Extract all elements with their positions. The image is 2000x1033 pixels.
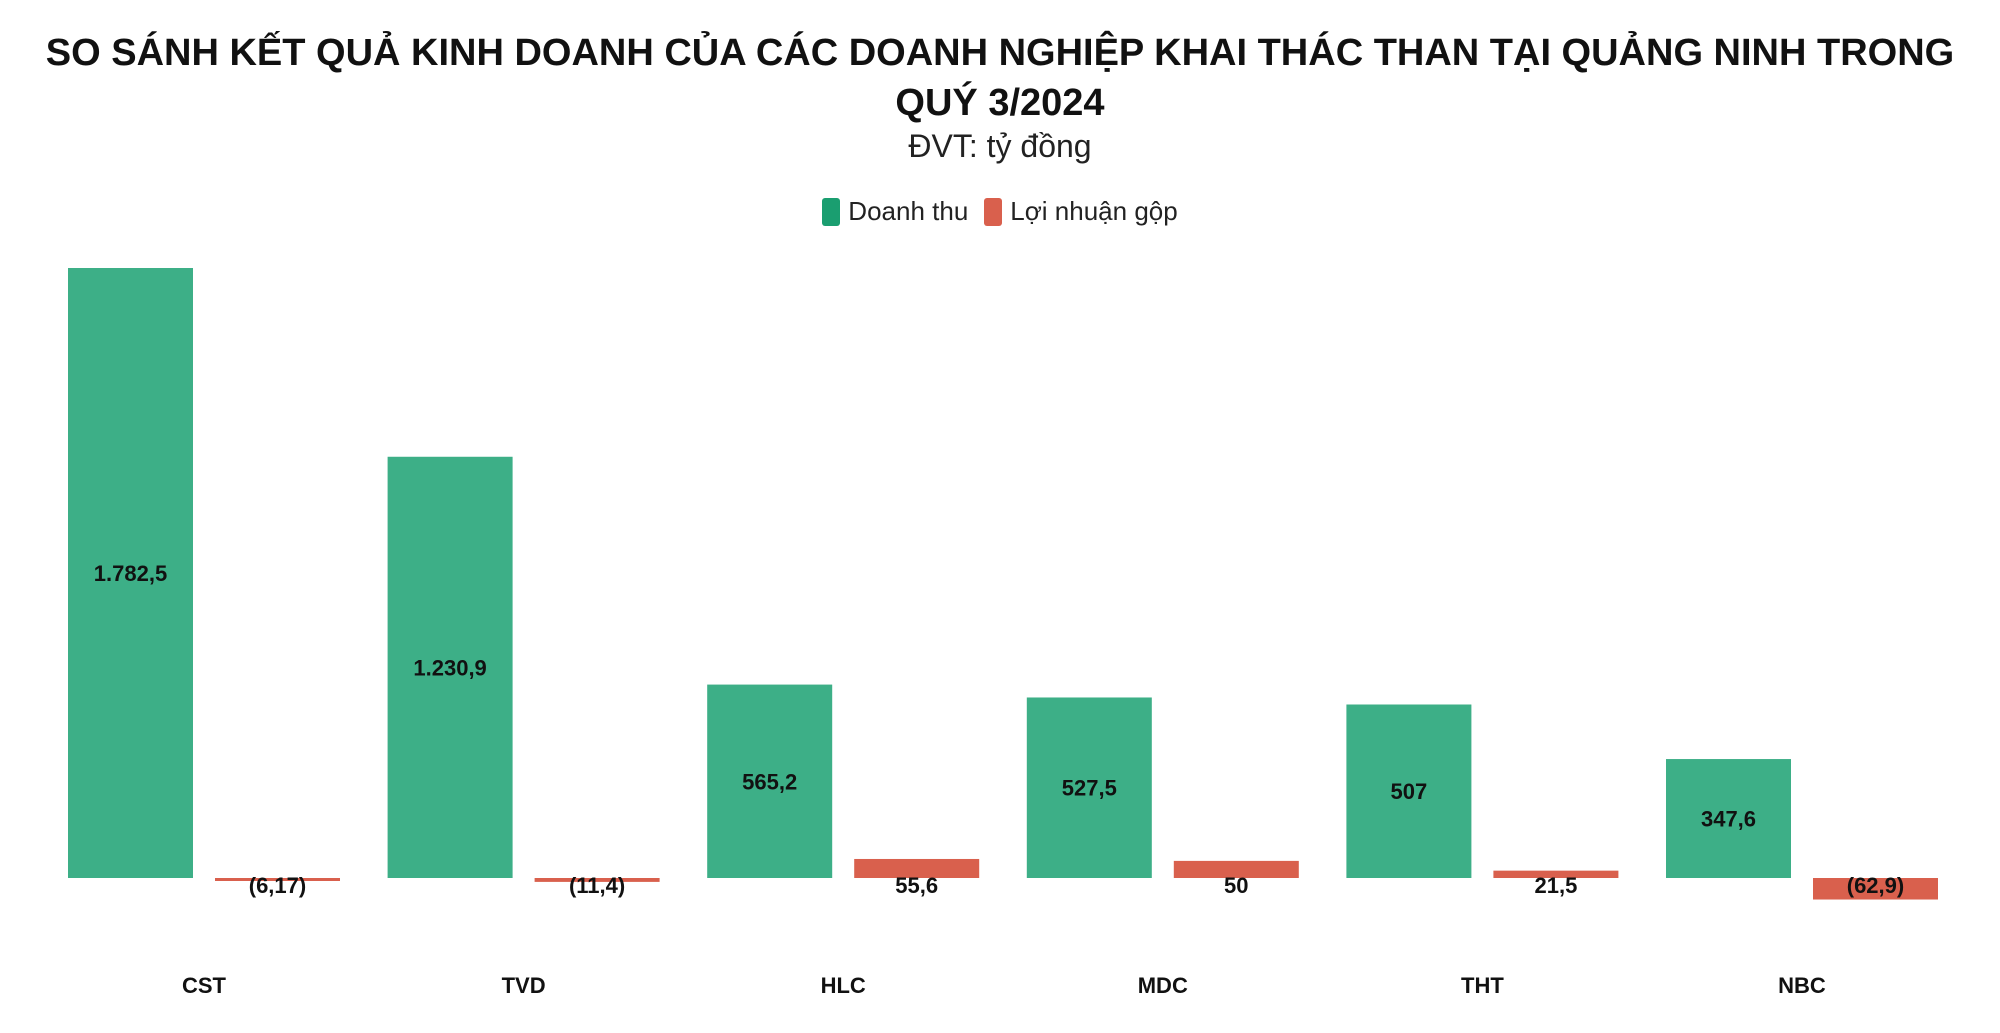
revenue-label-mdc: 527,5 bbox=[1062, 776, 1117, 801]
revenue-label-cst: 1.782,5 bbox=[94, 561, 167, 586]
gross-profit-label-cst: (6,17) bbox=[249, 873, 306, 898]
revenue-bar-cst bbox=[68, 268, 193, 878]
category-label-mdc: MDC bbox=[1138, 973, 1188, 998]
revenue-label-tvd: 1.230,9 bbox=[413, 655, 486, 680]
legend-item-revenue: Doanh thu bbox=[822, 196, 968, 227]
legend-swatch-revenue bbox=[822, 197, 841, 226]
gross-profit-label-tht: 21,5 bbox=[1534, 873, 1577, 898]
revenue-label-tht: 507 bbox=[1391, 779, 1428, 804]
chart-subtitle: ĐVT: tỷ đồng bbox=[908, 128, 1092, 164]
legend-label-gross-profit: Lợi nhuận gộp bbox=[1010, 196, 1178, 226]
chart-title: SO SÁNH KẾT QUẢ KINH DOANH CỦA CÁC DOANH… bbox=[45, 32, 1955, 124]
gross-profit-bar-hlc bbox=[854, 858, 980, 878]
legend-label-revenue: Doanh thu bbox=[848, 196, 969, 226]
gross-profit-label-tvd: (11,4) bbox=[569, 873, 625, 898]
category-label-tvd: TVD bbox=[502, 973, 546, 998]
category-label-hlc: HLC bbox=[821, 973, 866, 998]
gross-profit-bar-mdc bbox=[1173, 860, 1299, 878]
gross-profit-bar-tvd bbox=[534, 878, 660, 882]
gross-profit-bar-cst bbox=[215, 878, 340, 881]
gross-profit-label-hlc: 55,6 bbox=[895, 873, 938, 898]
legend-swatch-gross-profit bbox=[984, 197, 1003, 226]
revenue-bar-tht bbox=[1346, 704, 1472, 878]
revenue-bar-nbc bbox=[1666, 759, 1791, 878]
category-label-tht: THT bbox=[1461, 973, 1504, 998]
category-label-cst: CST bbox=[182, 973, 227, 998]
revenue-bar-tvd bbox=[387, 456, 513, 878]
gross-profit-label-mdc: 50 bbox=[1224, 873, 1248, 898]
gross-profit-bar-tht bbox=[1493, 870, 1619, 878]
gross-profit-bar-nbc bbox=[1813, 878, 1938, 900]
category-label-nbc: NBC bbox=[1778, 973, 1826, 998]
revenue-bar-hlc bbox=[707, 684, 833, 878]
revenue-label-hlc: 565,2 bbox=[742, 769, 797, 794]
gross-profit-label-nbc: (62,9) bbox=[1847, 873, 1904, 898]
legend: Doanh thu Lợi nhuận gộp bbox=[0, 196, 2000, 227]
legend-item-gross-profit: Lợi nhuận gộp bbox=[984, 196, 1178, 227]
revenue-bar-mdc bbox=[1026, 697, 1152, 878]
revenue-label-nbc: 347,6 bbox=[1701, 807, 1756, 832]
